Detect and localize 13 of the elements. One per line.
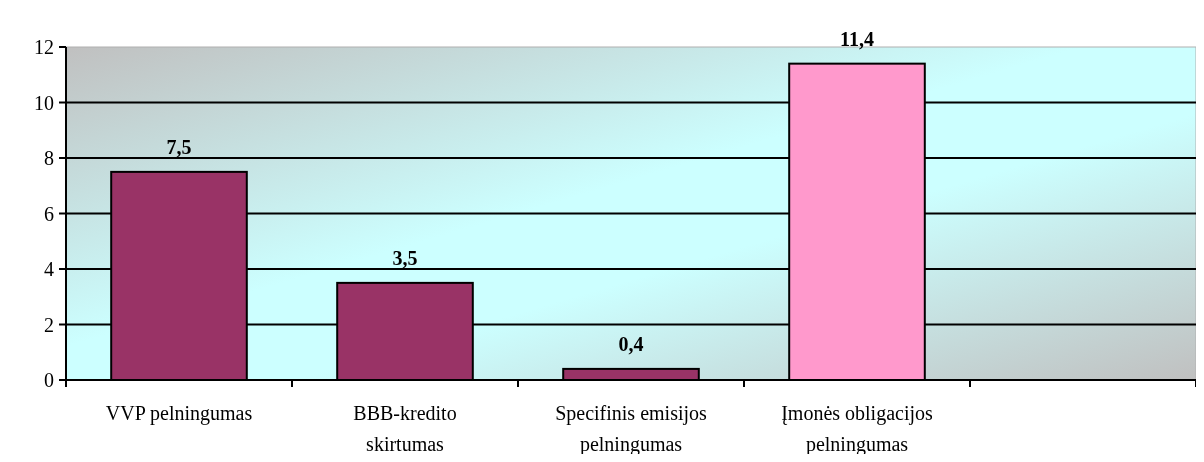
data-label: 0,4 [618,332,644,355]
y-tick-label: 2 [44,313,54,336]
data-label: 7,5 [166,135,192,158]
x-tick-label: BBB-kredito skirtumas [353,402,457,455]
y-tick-label: 4 [44,258,54,280]
y-tick-label: 10 [34,91,54,114]
y-tick-label: 12 [34,36,54,58]
y-tick-label: 8 [44,147,54,169]
y-tick-label: 0 [44,369,54,391]
data-label: 11,4 [840,27,874,50]
x-tick-label: VVP pelningumas [105,402,253,425]
y-tick-label: 6 [44,202,54,225]
data-label: 3,5 [392,246,418,269]
